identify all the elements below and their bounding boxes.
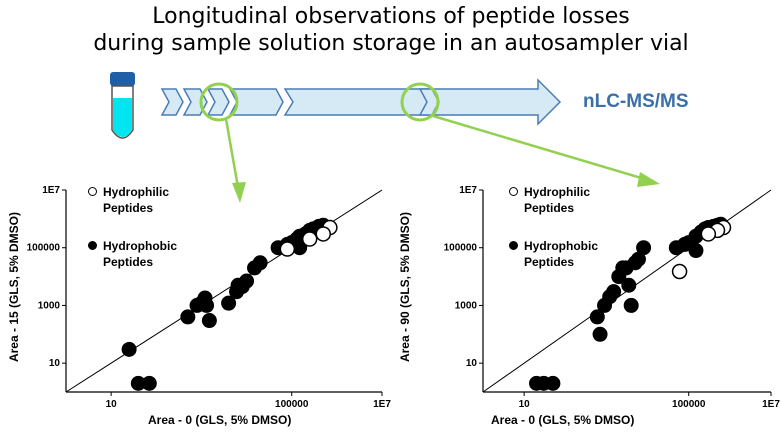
hydrophobic-point [121, 341, 137, 357]
hydrophobic-point [688, 243, 704, 259]
hydrophobic-point [239, 273, 255, 289]
callout-day-15 [199, 82, 246, 203]
y-tick-label: 1000 [38, 300, 61, 311]
hydrophobic-point [592, 326, 608, 342]
scatter-chart-90: 10 1000 100000 1E7 10 100000 1E7 Area - 90 (GL… [391, 0, 782, 433]
legend-hydrophobic: Hydrophobic Peptides [509, 238, 598, 270]
y-tick-label: 100000 [27, 243, 61, 254]
vial-icon [110, 72, 135, 139]
hydrophilic-point [700, 226, 717, 242]
hydrophobic-point [545, 375, 561, 391]
x-tick-label: 1E7 [762, 399, 780, 410]
x-axis-label: Area - 0 (GLS, 5% DMSO) [491, 413, 635, 427]
hydrophilic-point [279, 241, 296, 257]
title-line-1: Longitudinal observations of peptide los… [152, 4, 630, 29]
hydrophobic-point [252, 255, 268, 271]
plot-area: 10 1000 100000 1E7 10 100000 1E7 [444, 185, 781, 410]
y-axis-label: Area - 15 (GLS, 5% DMSO) [7, 211, 21, 363]
y-axis-label: Area - 90 (GLS, 5% DMSO) [398, 211, 412, 363]
hydrophilic-point [315, 226, 332, 242]
filled-circle-icon [88, 241, 97, 250]
y-tick-label: 100000 [444, 243, 478, 254]
scatter-chart-15: 10 1000 100000 1E7 10 100000 1E7 Area - 15 (GL… [0, 0, 391, 433]
hydrophobic-point [636, 240, 652, 256]
hydrophobic-point [199, 297, 215, 313]
x-axis-label: Area - 0 (GLS, 5% DMSO) [148, 413, 292, 427]
x-tick-label: 100000 [275, 399, 309, 410]
hydrophobic-point [606, 284, 622, 300]
legend-hydrophilic: Hydrophilic Peptides [88, 184, 169, 216]
hydrophobic-point [180, 309, 196, 325]
hydrophobic-point [589, 309, 605, 325]
callout-day-90 [400, 82, 660, 187]
hydrophilic-point [671, 263, 688, 280]
storage-arrow [160, 78, 562, 126]
y-tick-label: 10 [49, 358, 61, 369]
title-line-2: during sample solution storage in an aut… [93, 31, 689, 56]
y-tick-label: 1E7 [459, 185, 477, 196]
destination-label: nLC-MS/MS [583, 91, 689, 112]
plot-area: 10 1000 100000 1E7 10 100000 1E7 [27, 185, 392, 410]
legend-hydrophilic: Hydrophilic Peptides [509, 184, 590, 216]
y-tick-label: 10 [466, 358, 478, 369]
hydrophobic-point [621, 277, 637, 293]
y-tick-label: 1E7 [42, 185, 60, 196]
open-circle-icon [88, 187, 97, 196]
hydrophobic-point [221, 295, 237, 311]
hydrophobic-point [201, 313, 217, 329]
hydrophilic-point [301, 231, 318, 247]
legend-hydrophobic: Hydrophobic Peptides [88, 238, 177, 270]
y-tick-label: 1000 [455, 300, 478, 311]
identity-line [65, 189, 383, 393]
open-circle-icon [509, 187, 518, 196]
hydrophobic-point [141, 375, 157, 391]
hydrophobic-point [623, 297, 639, 313]
x-tick-label: 100000 [672, 399, 706, 410]
x-tick-label: 1E7 [373, 399, 391, 410]
filled-circle-icon [509, 241, 518, 250]
x-tick-label: 10 [106, 399, 118, 410]
x-tick-label: 10 [519, 399, 531, 410]
